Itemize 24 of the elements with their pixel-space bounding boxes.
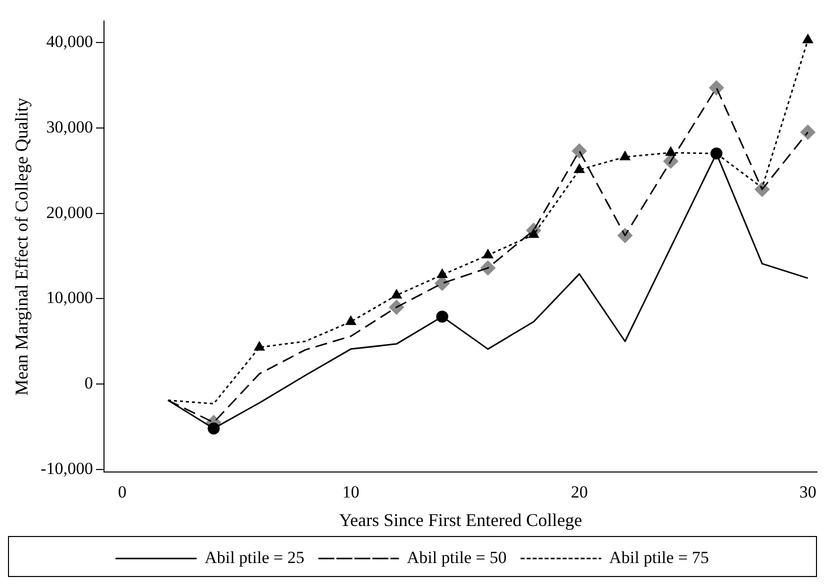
y-tick-label: 0: [84, 374, 94, 393]
x-tick-label: 10: [342, 482, 360, 502]
legend-label: Abil ptile = 25: [204, 548, 304, 567]
x-tick-label: 30: [799, 482, 816, 502]
y-tick-label: 30,000: [46, 117, 94, 136]
x-axis-title: Years Since First Entered College: [338, 510, 582, 530]
point: [391, 289, 402, 299]
point: [708, 80, 724, 96]
point: [574, 164, 585, 174]
y-tick-label: -10,000: [40, 458, 94, 478]
x-tick-label: 0: [118, 482, 127, 502]
point: [572, 143, 587, 158]
x-tick-label: 20: [570, 482, 588, 502]
point: [389, 300, 404, 315]
y-axis-title: Mean Marginal Effect of College Quality: [12, 98, 32, 396]
legend-label: Abil ptile = 50: [406, 548, 507, 567]
point: [802, 34, 814, 44]
legend-label: Abil ptile = 75: [609, 548, 709, 567]
y-tick-label: 20,000: [46, 202, 94, 222]
point: [800, 124, 816, 140]
y-tick-label: 40,000: [46, 32, 94, 52]
point: [346, 316, 356, 325]
point: [482, 249, 494, 258]
y-tick-label: 10,000: [46, 288, 94, 308]
